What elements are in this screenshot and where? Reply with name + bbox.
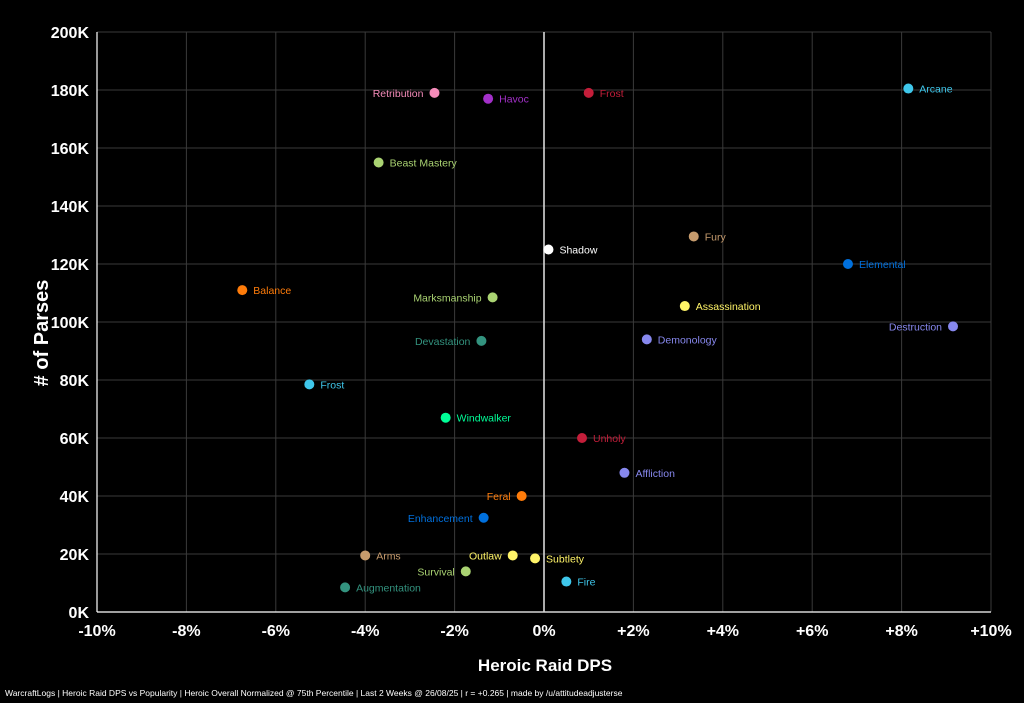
data-point-label: Demonology: [658, 334, 718, 346]
data-point: [516, 491, 527, 501]
x-tick-label: +8%: [885, 623, 917, 640]
x-axis-title: Heroic Raid DPS: [478, 656, 612, 675]
data-point: [530, 553, 541, 564]
data-point: [561, 576, 572, 587]
data-point-label: Outlaw: [469, 550, 502, 562]
x-tick-label: -2%: [440, 623, 468, 640]
data-point: [948, 321, 959, 332]
data-point: [237, 285, 248, 296]
y-tick-label: 40K: [60, 489, 90, 506]
data-point-label: Beast Mastery: [390, 158, 458, 170]
data-point-label: Elemental: [859, 259, 906, 271]
data-point: [373, 157, 384, 168]
data-point: [583, 87, 594, 98]
data-point: [440, 412, 451, 423]
data-point-label: Havoc: [499, 94, 529, 106]
data-point: [507, 550, 518, 561]
x-tick-label: +4%: [707, 623, 739, 640]
y-tick-label: 100K: [51, 315, 90, 332]
data-point-label: Enhancement: [408, 513, 473, 525]
data-point-label: Unholy: [593, 433, 626, 445]
data-point-label: Fury: [705, 231, 727, 243]
footer-caption: WarcraftLogs | Heroic Raid DPS vs Popula…: [5, 688, 623, 698]
data-point-label: Survival: [417, 566, 454, 578]
data-point: [429, 87, 440, 98]
data-point-label: Assassination: [696, 301, 761, 313]
data-point-label: Shadow: [559, 245, 597, 257]
x-tick-label: -8%: [172, 623, 200, 640]
x-tick-labels: -10% -8% -6% -4% -2% 0% +2% +4% +6% +8% +10%: [78, 623, 1011, 640]
data-point-label: Retribution: [373, 88, 424, 100]
data-point: [688, 231, 699, 242]
y-tick-label: 140K: [51, 199, 90, 216]
y-axis-title: # of Parses: [31, 280, 53, 387]
y-tick-label: 80K: [60, 373, 90, 390]
y-tick-label: 180K: [51, 83, 90, 100]
data-point: [460, 566, 471, 577]
data-point: [360, 550, 371, 561]
data-point: [842, 259, 853, 269]
data-point-label: Augmentation: [356, 582, 421, 594]
data-point: [679, 301, 690, 312]
y-tick-label: 120K: [51, 257, 90, 274]
x-tick-label: +10%: [970, 623, 1011, 640]
data-point-label: Marksmanship: [413, 292, 481, 304]
data-point-label: Frost: [320, 379, 344, 391]
y-tick-label: 200K: [51, 25, 90, 42]
data-point: [478, 512, 489, 523]
y-tick-labels: 0K 20K 40K 60K 80K 100K 120K 140K 160K 180K 200K: [51, 25, 90, 622]
y-tick-label: 20K: [60, 547, 90, 564]
data-point-label: Windwalker: [457, 413, 512, 425]
data-point: [903, 83, 914, 94]
data-point: [641, 334, 652, 345]
data-point-label: Balance: [253, 285, 291, 297]
data-point-label: Fire: [577, 577, 595, 589]
data-point: [340, 582, 351, 593]
data-point: [476, 335, 487, 346]
x-tick-label: -6%: [262, 623, 290, 640]
data-point-label: Arms: [376, 550, 401, 562]
data-point-label: Devastation: [415, 336, 471, 348]
data-point-label: Subtlety: [546, 553, 585, 565]
x-tick-label: -4%: [351, 623, 379, 640]
data-point-label: Frost: [600, 88, 624, 100]
y-tick-label: 160K: [51, 141, 90, 158]
y-tick-label: 60K: [60, 431, 90, 448]
data-point-label: Affliction: [635, 468, 675, 480]
x-tick-label: +2%: [617, 623, 649, 640]
x-tick-label: -10%: [78, 623, 115, 640]
axes: [96, 32, 991, 613]
data-point: [487, 292, 498, 303]
data-point-label: Arcane: [919, 84, 952, 96]
data-point-label: Destruction: [889, 321, 942, 333]
x-tick-label: +6%: [796, 623, 828, 640]
data-point-label: Feral: [487, 491, 511, 503]
data-point: [543, 244, 554, 255]
data-points: Retribution Havoc Frost Arcane Beast Mastery…: [237, 83, 959, 594]
y-tick-label: 0K: [69, 605, 90, 622]
data-point: [483, 93, 494, 104]
x-tick-label: 0%: [532, 623, 555, 640]
data-point: [304, 379, 315, 390]
data-point: [619, 467, 630, 478]
data-point: [576, 433, 587, 443]
